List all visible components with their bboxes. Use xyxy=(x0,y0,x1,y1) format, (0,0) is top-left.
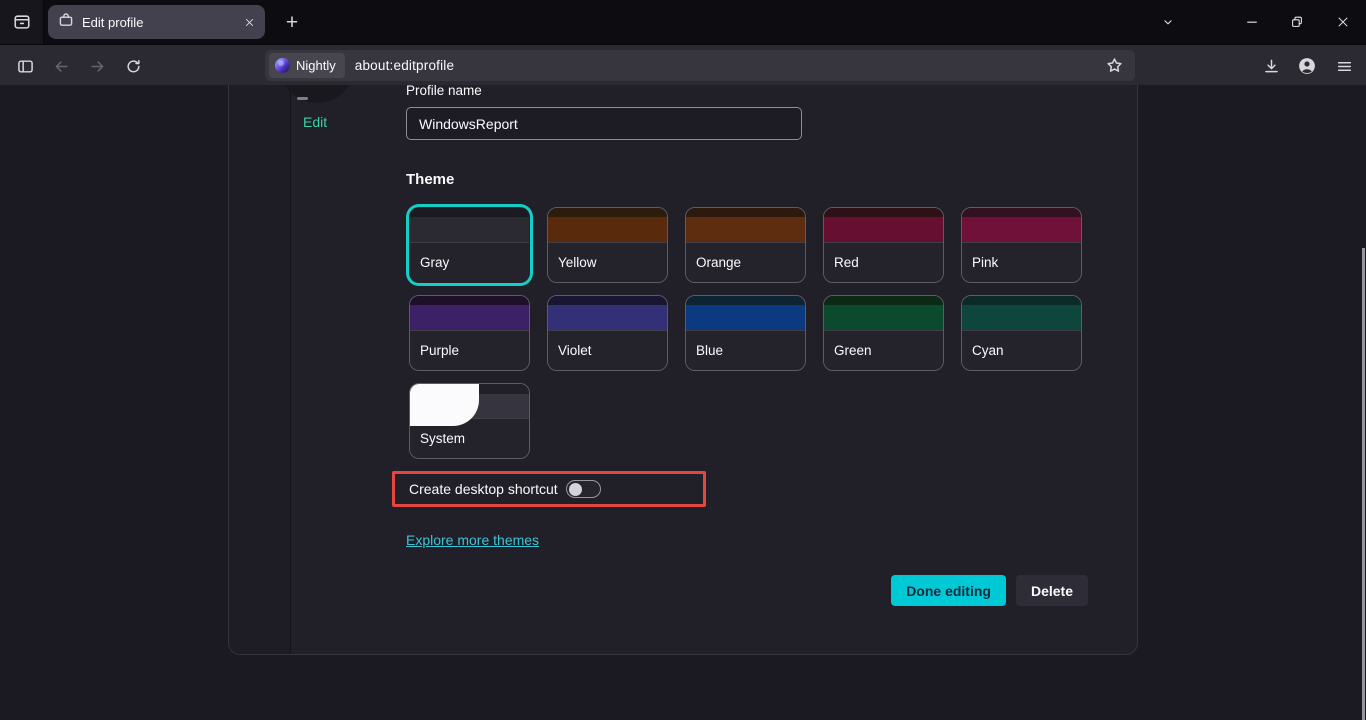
back-icon xyxy=(53,58,70,75)
theme-swatch-label: Red xyxy=(834,255,859,270)
theme-swatch-pink[interactable]: Pink xyxy=(961,207,1082,283)
theme-grid: Gray Yellow Orange Red Pink Purple Viole… xyxy=(409,207,1082,459)
app-menu-button[interactable] xyxy=(1329,51,1359,81)
theme-swatch-orange[interactable]: Orange xyxy=(685,207,806,283)
theme-swatch-red[interactable]: Red xyxy=(823,207,944,283)
panel-left-rail xyxy=(229,85,291,654)
forward-icon xyxy=(89,58,106,75)
tab-list-chevron-icon xyxy=(1161,15,1175,29)
account-button[interactable] xyxy=(1292,51,1322,81)
minimize-icon xyxy=(1245,15,1259,29)
theme-swatch-label: Green xyxy=(834,343,872,358)
action-buttons: Done editing Delete xyxy=(891,575,1088,606)
url-bar[interactable]: Nightly about:editprofile xyxy=(265,50,1135,81)
tab-list-dropdown-button[interactable] xyxy=(1151,7,1185,37)
profile-name-label: Profile name xyxy=(406,85,482,98)
restore-button[interactable] xyxy=(1280,7,1314,37)
theme-swatch-purple[interactable]: Purple xyxy=(409,295,530,371)
avatar-dash xyxy=(297,97,308,100)
annotation-highlight-box: Create desktop shortcut xyxy=(392,471,706,507)
done-editing-button[interactable]: Done editing xyxy=(891,575,1006,606)
bookmark-star-icon xyxy=(1106,57,1123,74)
profiles-button[interactable] xyxy=(7,7,37,37)
explore-more-themes-link[interactable]: Explore more themes xyxy=(406,532,540,548)
theme-swatch-system[interactable]: System xyxy=(409,383,530,459)
window-close-icon xyxy=(1336,15,1350,29)
theme-swatch-label: Yellow xyxy=(558,255,597,270)
theme-swatch-label: Gray xyxy=(420,255,450,270)
toggle-knob xyxy=(568,482,582,496)
new-tab-button[interactable]: + xyxy=(277,7,307,37)
tabstrip-left-zone xyxy=(0,0,44,44)
edit-avatar-link[interactable]: Edit xyxy=(303,114,328,130)
tab-strip: Edit profile + xyxy=(0,0,1366,44)
desktop-shortcut-toggle[interactable] xyxy=(565,480,601,498)
theme-swatch-blue[interactable]: Blue xyxy=(685,295,806,371)
tab-close-button[interactable] xyxy=(239,12,259,32)
bookmark-star-button[interactable] xyxy=(1101,53,1127,79)
desktop-shortcut-label: Create desktop shortcut xyxy=(409,481,558,497)
tab-close-icon xyxy=(244,17,255,28)
theme-swatch-label: System xyxy=(420,431,466,446)
nightly-badge-label: Nightly xyxy=(296,58,336,73)
edit-profile-panel: Edit Profile name Theme Gray Yellow Oran… xyxy=(228,85,1138,655)
scrollbar[interactable] xyxy=(1362,248,1365,720)
theme-swatch-yellow[interactable]: Yellow xyxy=(547,207,668,283)
theme-swatch-label: Pink xyxy=(972,255,999,270)
download-icon xyxy=(1263,58,1280,75)
account-icon xyxy=(1298,57,1316,75)
sidebar-icon xyxy=(17,58,34,75)
restore-icon xyxy=(1290,15,1304,29)
close-button[interactable] xyxy=(1326,7,1360,37)
sidebar-toggle-button[interactable] xyxy=(10,51,40,81)
back-button[interactable] xyxy=(46,51,76,81)
nightly-logo-icon xyxy=(275,58,290,73)
tab-edit-profile[interactable]: Edit profile xyxy=(48,5,265,39)
minimize-button[interactable] xyxy=(1235,7,1269,37)
theme-swatch-label: Purple xyxy=(420,343,460,358)
theme-swatch-label: Cyan xyxy=(972,343,1004,358)
delete-button[interactable]: Delete xyxy=(1015,575,1088,606)
menu-icon xyxy=(1336,58,1353,75)
nightly-badge[interactable]: Nightly xyxy=(269,53,345,78)
theme-swatch-violet[interactable]: Violet xyxy=(547,295,668,371)
theme-swatch-cyan[interactable]: Cyan xyxy=(961,295,1082,371)
theme-swatch-gray[interactable]: Gray xyxy=(409,207,530,283)
profile-name-input[interactable] xyxy=(406,107,802,140)
theme-swatch-label: Blue xyxy=(696,343,724,358)
nav-toolbar: Nightly about:editprofile xyxy=(0,44,1366,85)
profiles-icon xyxy=(13,13,31,31)
reload-icon xyxy=(125,58,142,75)
tab-favicon-briefcase-icon xyxy=(58,12,74,33)
theme-swatch-label: Orange xyxy=(696,255,742,270)
theme-swatch-label: Violet xyxy=(558,343,592,358)
forward-button[interactable] xyxy=(82,51,112,81)
reload-button[interactable] xyxy=(118,51,148,81)
tab-title: Edit profile xyxy=(82,14,144,30)
theme-heading: Theme xyxy=(406,171,455,188)
theme-swatch-green[interactable]: Green xyxy=(823,295,944,371)
new-tab-icon: + xyxy=(285,10,299,34)
downloads-button[interactable] xyxy=(1256,51,1286,81)
url-text: about:editprofile xyxy=(354,58,455,73)
